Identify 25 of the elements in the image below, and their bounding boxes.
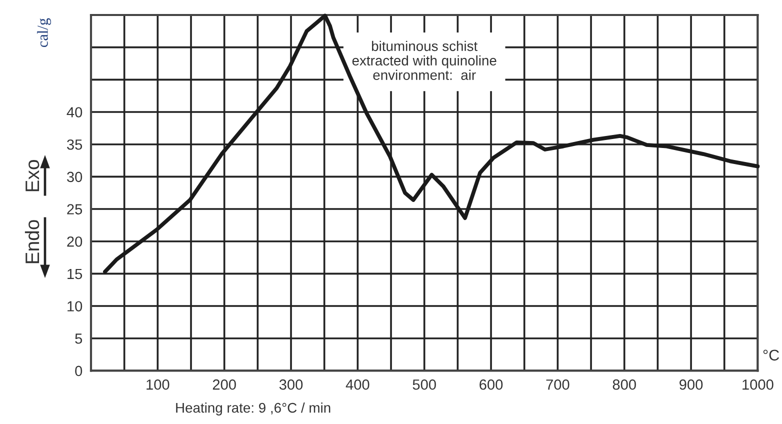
- y-tick-label: 25: [67, 204, 82, 214]
- x-tick-label: 700: [546, 379, 570, 390]
- annotation: bituminous schist extracted with quinoline environment: air: [352, 40, 496, 80]
- x-tick-label: 200: [212, 379, 236, 390]
- y-tick-label: 10: [68, 301, 82, 312]
- y-tick-label: 0: [75, 366, 82, 376]
- x-tick-label: 800: [612, 379, 636, 390]
- x-tick-label: 100: [146, 379, 170, 390]
- x-tick-label: 1000: [742, 379, 774, 390]
- x-tick-label: 900: [680, 379, 703, 390]
- y-tick-label: 40: [66, 107, 82, 118]
- y-tick-label: 20: [67, 236, 82, 247]
- x-axis-title: °C: [763, 350, 780, 361]
- text: Endo: [24, 220, 40, 264]
- x-tick-label: 500: [412, 379, 436, 390]
- y-tick-label: 5: [75, 334, 82, 344]
- text: Exo: [26, 160, 40, 192]
- y-axis-title: cal/g: [37, 18, 51, 48]
- x-tick-label: 600: [480, 379, 503, 390]
- x-tick-label: 300: [279, 379, 303, 390]
- x-tick-label: 400: [346, 379, 370, 390]
- y-tick-label: 15: [68, 268, 82, 280]
- text: Heating rate: 9 ,6°C / min: [176, 402, 330, 416]
- y-tick-label: 30: [67, 172, 82, 182]
- y-tick-label: 35: [67, 139, 82, 150]
